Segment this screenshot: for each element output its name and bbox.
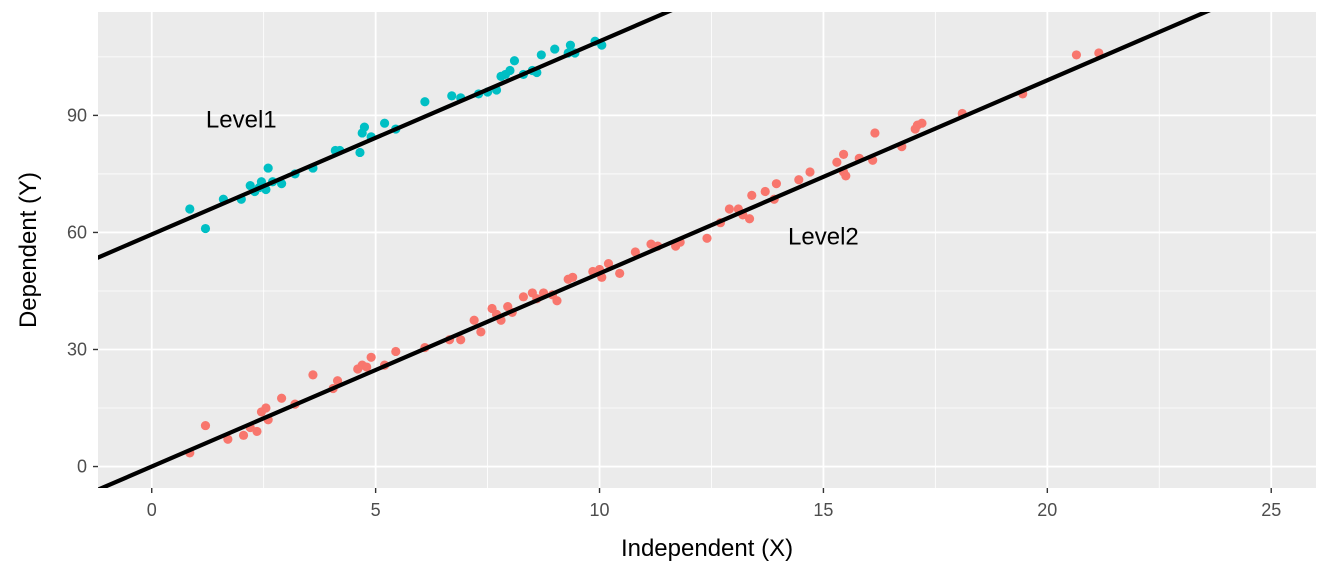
x-tick-label: 10 [590,500,610,520]
data-point-series-1 [355,147,365,158]
y-tick-label: 90 [67,105,87,125]
data-point-series-1 [185,204,195,214]
data-point-series-2 [917,118,927,128]
fit-lines [98,12,1211,488]
data-point-series-2 [747,190,757,200]
data-point-series-1 [505,65,515,76]
data-point-series-1 [263,163,273,173]
data-point-series-2 [724,204,734,214]
data-point-series-2 [332,376,343,386]
x-tick-label: 0 [147,500,157,520]
data-point-series-2 [518,292,529,302]
data-point-series-2 [362,362,372,372]
annotation-level1: Level1 [206,106,277,133]
data-point-series-2 [552,296,562,306]
y-tick-label: 60 [67,222,87,242]
data-point-series-2 [630,247,640,257]
data-point-series-2 [200,420,211,431]
fit-line-2 [98,12,1211,488]
data-point-series-2 [702,233,712,243]
data-point-series-2 [261,403,271,413]
y-tick-label: 30 [67,339,87,359]
data-point-series-2 [366,352,376,362]
data-point-series-2 [832,157,842,167]
plot-panel [98,12,1316,488]
annotation-level2: Level2 [788,223,859,250]
data-point-series-1 [420,97,430,107]
data-point-series-2 [391,346,401,357]
data-point-series-2 [1071,50,1082,60]
x-tick-label: 25 [1261,500,1281,520]
data-point-series-1 [509,56,520,66]
y-axis-title: Dependent (Y) [15,172,42,328]
data-point-series-2 [252,426,262,437]
data-point-series-1 [379,118,390,128]
data-point-series-2 [568,272,578,282]
data-point-series-1 [447,91,457,101]
data-point-series-2 [838,149,849,160]
data-point-series-1 [565,40,576,50]
data-point-series-1 [200,223,211,234]
x-axis: 0 5 10 15 20 25 [147,488,1281,520]
annotations: Level1 Level2 [206,106,859,250]
data-point-series-2 [805,167,815,177]
data-point-series-1 [550,44,560,54]
data-point-series-2 [238,430,249,440]
data-point-series-2 [771,179,782,189]
fit-line-1 [98,12,673,260]
data-point-series-2 [603,259,614,269]
x-tick-label: 20 [1037,500,1057,520]
data-point-series-1 [359,122,370,132]
x-tick-label: 15 [813,500,833,520]
data-point-series-2 [469,315,479,325]
x-axis-title: Independent (X) [621,535,793,562]
data-point-series-2 [794,175,804,185]
y-axis: 0 30 60 90 [67,105,98,477]
data-point-series-2 [476,327,486,337]
data-point-series-2 [744,214,755,224]
data-point-series-2 [760,186,770,197]
data-point-series-2 [456,335,466,345]
data-point-series-2 [841,171,851,181]
major-gridlines [98,12,1316,488]
data-point-series-2 [276,393,287,403]
data-point-series-2 [615,268,625,279]
data-point-series-1 [536,50,546,60]
y-tick-label: 0 [77,457,87,477]
data-point-series-2 [308,370,318,380]
data-point-series-2 [870,128,880,138]
x-tick-label: 5 [371,500,381,520]
